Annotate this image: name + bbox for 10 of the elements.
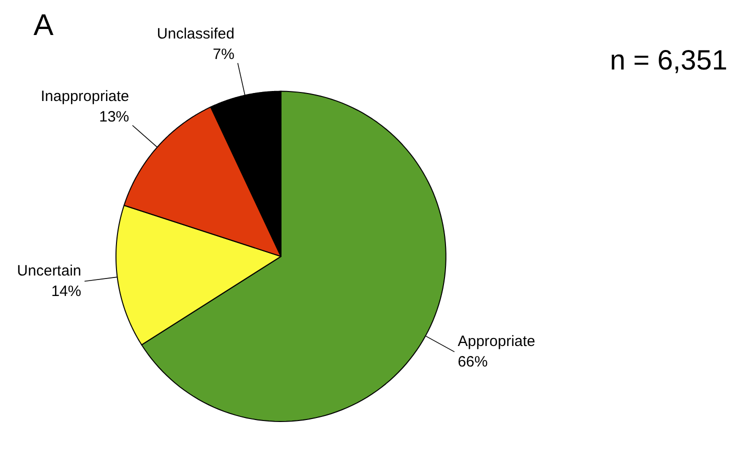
slice-label: Inappropriate — [40, 88, 130, 105]
slice-label: Uncertain — [17, 262, 82, 280]
slice-label: Appropriate — [458, 333, 536, 350]
chart-title: A — [33, 8, 54, 42]
data-label: 14% — [51, 282, 82, 300]
text: n = 6,351 — [610, 44, 728, 76]
data-label: 7% — [212, 46, 234, 64]
data-label: 66% — [458, 354, 488, 371]
data-label: 13% — [99, 108, 130, 126]
slice-label: Unclassifed — [156, 26, 234, 43]
